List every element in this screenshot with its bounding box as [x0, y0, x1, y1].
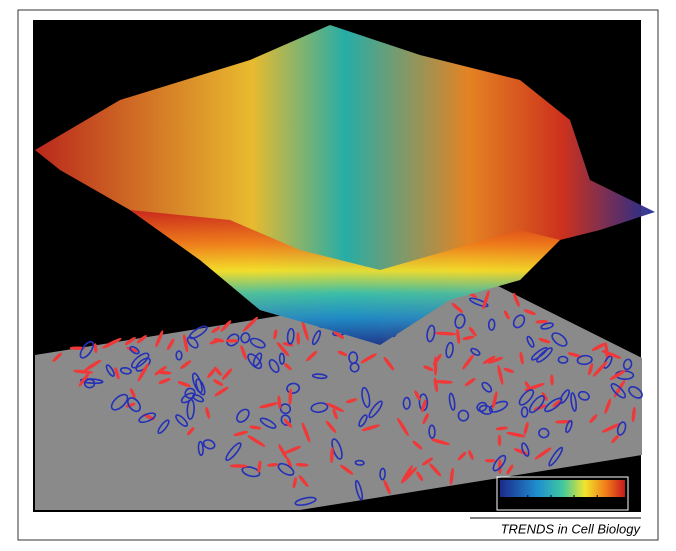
- strain-line: [268, 464, 278, 467]
- strain-line: [231, 465, 247, 467]
- strain-line: [486, 460, 495, 462]
- strain-line: [331, 448, 333, 462]
- strain-line: [551, 375, 553, 384]
- strain-line: [497, 427, 507, 430]
- strain-line: [289, 389, 291, 404]
- figure-canvas: 0 100200300 TRENDS in Cell Biology: [0, 0, 676, 551]
- strain-line: [226, 340, 237, 342]
- source-label: TRENDS in Cell Biology: [501, 521, 642, 536]
- colorbar-tick-label: 0: [524, 495, 531, 510]
- strain-line: [499, 435, 501, 445]
- figure: 0 100200300 TRENDS in Cell Biology: [0, 0, 676, 551]
- strain-line: [278, 396, 281, 408]
- strain-line: [297, 333, 299, 344]
- strain-line: [436, 332, 456, 335]
- strain-line: [536, 321, 547, 323]
- strain-line: [296, 464, 307, 466]
- colorbar-tick-label: 100: [540, 495, 562, 510]
- colorbar: [500, 480, 625, 497]
- colorbar-tick-label: 300: [586, 495, 608, 510]
- colorbar-tick-label: 200: [563, 495, 585, 510]
- strain-line: [94, 344, 96, 352]
